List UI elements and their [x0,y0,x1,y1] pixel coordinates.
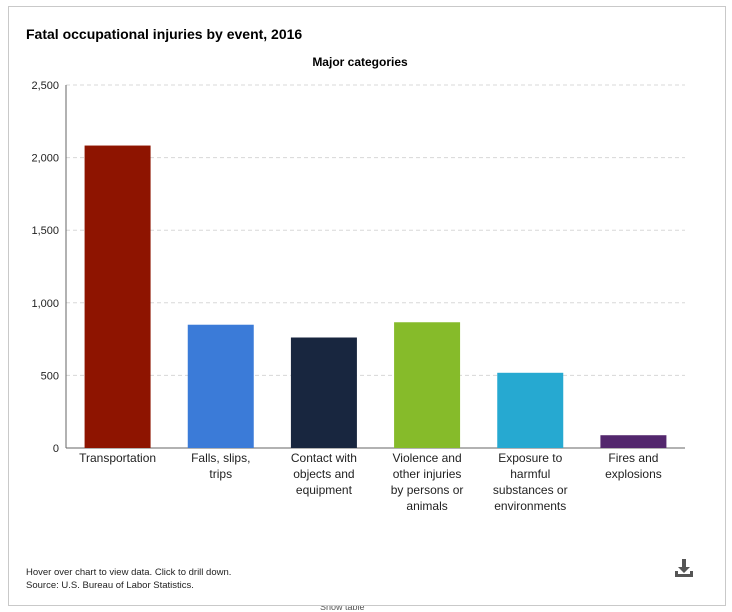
y-tick-label: 1,500 [31,225,59,237]
below-fold-text: Show table [320,606,365,612]
bar[interactable]: Falls, slips, trips: 849 [187,324,254,448]
y-tick-label: 2,000 [31,153,59,165]
y-tick-label: 500 [41,370,59,382]
x-tick-label: Violence and other injuries by persons or a… [391,451,464,513]
chart-subtitle: Major categories [312,55,408,69]
bar[interactable]: Fires and explosions: 88 [600,435,667,448]
chart-source: Source: U.S. Bureau of Labor Statistics. [26,580,194,591]
x-tick-label: Fires and explosions [605,451,662,481]
download-button[interactable] [672,556,696,580]
x-tick-label: Falls, slips, trips [191,451,250,481]
y-tick-label: 2,500 [31,80,59,92]
chart-hint: Hover over chart to view data. Click to … [26,567,232,578]
bar[interactable]: Transportation: 2083 [84,145,151,448]
bar[interactable]: Violence and other injuries by persons o… [394,322,461,448]
y-tick-label: 0 [53,443,59,455]
x-tick-label: Contact with objects and equipment [291,451,357,497]
y-tick-label: 1,000 [31,298,59,310]
download-icon [675,559,693,577]
chart-title: Fatal occupational injuries by event, 20… [26,26,303,42]
x-tick-label: Transportation [79,451,156,465]
x-tick-label: Exposure to harmful substances or environme… [493,451,568,513]
bar[interactable]: Contact with objects and equipment: 761 [290,337,357,448]
bar[interactable]: Exposure to harmful substances or enviro… [497,372,564,448]
